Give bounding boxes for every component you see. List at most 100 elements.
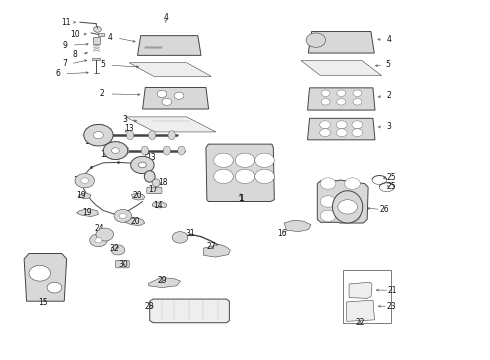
Text: 24: 24 [94,224,104,233]
Circle shape [344,196,360,207]
Text: 5: 5 [100,60,105,69]
Circle shape [139,162,147,168]
Text: 18: 18 [143,170,152,179]
Ellipse shape [126,131,134,140]
Text: 4: 4 [107,33,112,42]
Text: 12: 12 [84,137,94,146]
Text: 1: 1 [239,194,244,203]
Circle shape [84,125,113,146]
Circle shape [255,169,274,184]
Polygon shape [349,282,372,298]
Polygon shape [76,209,98,217]
Text: 12: 12 [100,150,110,159]
Text: 5: 5 [386,60,391,69]
Circle shape [47,282,62,293]
Circle shape [114,210,132,222]
Polygon shape [125,117,216,132]
Text: 17: 17 [148,185,157,194]
Circle shape [352,129,363,136]
Circle shape [75,174,95,188]
Polygon shape [150,299,229,323]
Circle shape [320,178,336,189]
Text: 30: 30 [118,260,128,269]
Circle shape [214,169,233,184]
Circle shape [172,231,188,243]
Circle shape [174,92,184,99]
Circle shape [96,228,114,241]
Circle shape [255,153,274,167]
FancyBboxPatch shape [147,187,162,194]
Text: 4: 4 [163,13,168,22]
Circle shape [353,99,362,105]
Bar [93,37,100,44]
Text: 13: 13 [124,124,133,133]
Ellipse shape [148,131,156,140]
Polygon shape [138,36,201,55]
Text: 20: 20 [131,217,140,226]
Text: 20: 20 [132,191,142,200]
Circle shape [352,121,363,129]
Circle shape [94,27,101,32]
Bar [98,33,104,36]
Text: 1: 1 [238,194,243,203]
Circle shape [29,265,50,281]
Text: 3: 3 [123,115,128,124]
Circle shape [337,90,345,96]
Circle shape [320,196,336,207]
Text: 7: 7 [63,59,68,68]
Text: 13: 13 [147,153,156,162]
Polygon shape [78,193,91,199]
Text: 11: 11 [61,18,71,27]
Circle shape [320,121,331,129]
Polygon shape [308,118,375,140]
Circle shape [120,213,126,219]
Text: 22: 22 [356,318,365,327]
Text: 25: 25 [387,182,396,191]
Circle shape [344,178,360,189]
Text: 6: 6 [56,69,61,78]
Circle shape [320,210,336,222]
Ellipse shape [152,179,160,187]
Circle shape [344,210,360,222]
Text: 16: 16 [277,229,287,238]
Ellipse shape [168,131,175,140]
Polygon shape [308,88,375,110]
Polygon shape [132,193,145,200]
Polygon shape [125,218,145,226]
Circle shape [336,121,347,129]
Text: 21: 21 [388,285,397,294]
Ellipse shape [122,146,129,155]
Text: 29: 29 [157,276,167,285]
Circle shape [235,169,255,184]
Circle shape [306,33,326,47]
Polygon shape [152,202,167,208]
Ellipse shape [145,171,155,182]
Circle shape [321,99,330,105]
Text: 23: 23 [387,302,396,311]
Polygon shape [149,278,180,288]
Circle shape [336,129,347,136]
Circle shape [353,90,362,96]
Circle shape [95,238,102,243]
Polygon shape [346,300,374,321]
Polygon shape [318,180,368,223]
Polygon shape [24,253,67,301]
Circle shape [338,200,357,214]
Text: 15: 15 [38,298,48,307]
Circle shape [162,98,172,105]
Text: 17: 17 [73,176,83,185]
Circle shape [111,245,125,255]
Circle shape [337,99,345,105]
Polygon shape [308,32,374,53]
Circle shape [90,234,107,247]
Circle shape [214,153,233,167]
Circle shape [321,90,330,96]
Text: 18: 18 [158,177,168,186]
Polygon shape [143,87,209,109]
Text: 2: 2 [387,91,392,100]
Circle shape [103,141,128,159]
Text: 25: 25 [387,173,396,182]
Text: 32: 32 [110,244,120,253]
Text: 3: 3 [387,122,392,131]
Text: 19: 19 [76,190,86,199]
